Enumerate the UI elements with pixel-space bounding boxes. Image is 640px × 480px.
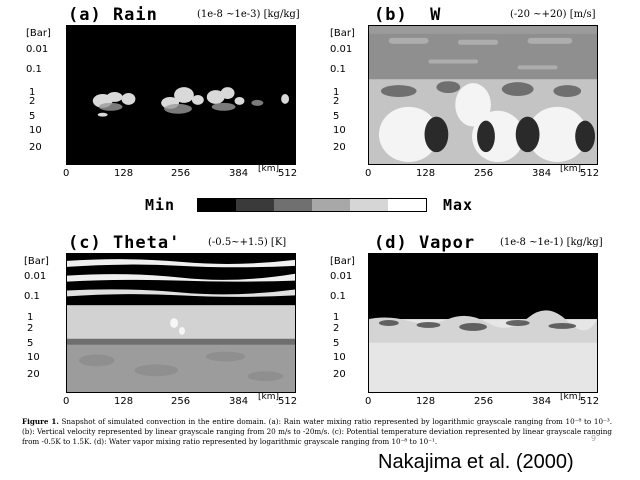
caption-lead: Figure 1. <box>22 417 59 426</box>
y-tick-label: 1 <box>333 87 340 98</box>
y-tick-label: 20 <box>333 369 346 380</box>
x-tick-label: 0 <box>365 168 372 179</box>
theta-plot <box>66 253 296 393</box>
panel-range: (-0.5~+1.5) [K] <box>208 237 287 248</box>
panel-title: (a) Rain <box>68 5 158 25</box>
y-axis-unit: [Bar] <box>330 256 355 267</box>
y-tick-label: 0.1 <box>24 291 40 302</box>
vapor-field <box>369 254 597 392</box>
caption-text: Snapshot of simulated convection in the … <box>22 417 612 446</box>
y-tick-label: 2 <box>333 96 340 107</box>
x-tick-label: 512 <box>278 168 298 179</box>
y-axis-unit: [Bar] <box>24 256 49 267</box>
y-tick-label: 10 <box>27 352 40 363</box>
x-tick-label: 128 <box>416 396 436 407</box>
x-tick-label: 384 <box>532 168 552 179</box>
x-tick-label: 256 <box>474 168 494 179</box>
x-tick-label: 0 <box>63 168 70 179</box>
y-tick-label: 5 <box>333 338 340 349</box>
colorbar-segment <box>198 199 236 211</box>
x-tick-label: 512 <box>580 396 600 407</box>
figure-caption: Figure 1. Snapshot of simulated convecti… <box>22 417 612 447</box>
x-tick-label: 0 <box>365 396 372 407</box>
x-tick-label: 512 <box>580 168 600 179</box>
vapor-plot <box>368 253 598 393</box>
y-tick-label: 5 <box>29 111 36 122</box>
y-tick-label: 10 <box>333 125 346 136</box>
panel-range: (1e-8 ~1e-1) [kg/kg] <box>500 237 603 248</box>
y-tick-label: 1 <box>333 312 340 323</box>
y-tick-label: 1 <box>27 312 34 323</box>
y-tick-label: 0.01 <box>24 271 47 282</box>
colorbar-segment <box>274 199 312 211</box>
panel-title: (b) W <box>374 5 442 25</box>
x-tick-label: 128 <box>416 168 436 179</box>
y-tick-label: 0.1 <box>330 64 346 75</box>
panel-range: (1e-8 ~1e-3) [kg/kg] <box>197 9 300 20</box>
panel-range: (-20 ~+20) [m/s] <box>510 9 596 20</box>
panel-title: (d) Vapor <box>374 233 476 253</box>
y-tick-label: 0.1 <box>330 291 346 302</box>
x-tick-label: 256 <box>474 396 494 407</box>
x-axis-unit: [km] <box>560 392 582 402</box>
y-tick-label: 0.01 <box>330 271 353 282</box>
colorbar-segment <box>388 199 426 211</box>
y-tick-label: 0.01 <box>26 44 49 55</box>
y-tick-label: 20 <box>29 142 42 153</box>
x-axis-unit: [km] <box>258 164 280 174</box>
y-tick-label: 2 <box>27 323 34 334</box>
colorbar-segment <box>236 199 274 211</box>
rain-field <box>67 26 295 164</box>
x-axis-unit: [km] <box>258 392 280 402</box>
x-tick-label: 0 <box>63 396 70 407</box>
y-tick-label: 10 <box>333 352 346 363</box>
x-tick-label: 128 <box>114 396 134 407</box>
y-axis-unit: [Bar] <box>330 28 355 39</box>
x-axis-unit: [km] <box>560 164 582 174</box>
rain-plot <box>66 25 296 165</box>
colorbar-max-label: Max <box>443 196 474 214</box>
y-axis-unit: [Bar] <box>26 28 51 39</box>
theta-field <box>67 254 295 392</box>
y-tick-label: 5 <box>333 111 340 122</box>
y-tick-label: 20 <box>333 142 346 153</box>
colorbar-min-label: Min <box>145 196 176 214</box>
y-tick-label: 0.01 <box>330 44 353 55</box>
y-tick-label: 2 <box>333 323 340 334</box>
y-tick-label: 1 <box>29 87 36 98</box>
citation: Nakajima et al. (2000) <box>378 451 574 473</box>
y-tick-label: 2 <box>29 96 36 107</box>
x-tick-label: 384 <box>532 396 552 407</box>
w-plot <box>368 25 598 165</box>
colorbar-segment <box>312 199 350 211</box>
y-tick-label: 0.1 <box>26 64 42 75</box>
w-field <box>369 26 597 164</box>
y-tick-label: 5 <box>27 338 34 349</box>
x-tick-label: 384 <box>229 168 249 179</box>
colorbar-segment <box>350 199 388 211</box>
panel-title: (c) Theta' <box>68 233 181 253</box>
page-number: 9 <box>591 434 597 443</box>
x-tick-label: 384 <box>229 396 249 407</box>
x-tick-label: 128 <box>114 168 134 179</box>
grayscale-colorbar <box>197 198 427 212</box>
y-tick-label: 10 <box>29 125 42 136</box>
x-tick-label: 256 <box>171 396 191 407</box>
x-tick-label: 512 <box>278 396 298 407</box>
x-tick-label: 256 <box>171 168 191 179</box>
y-tick-label: 20 <box>27 369 40 380</box>
